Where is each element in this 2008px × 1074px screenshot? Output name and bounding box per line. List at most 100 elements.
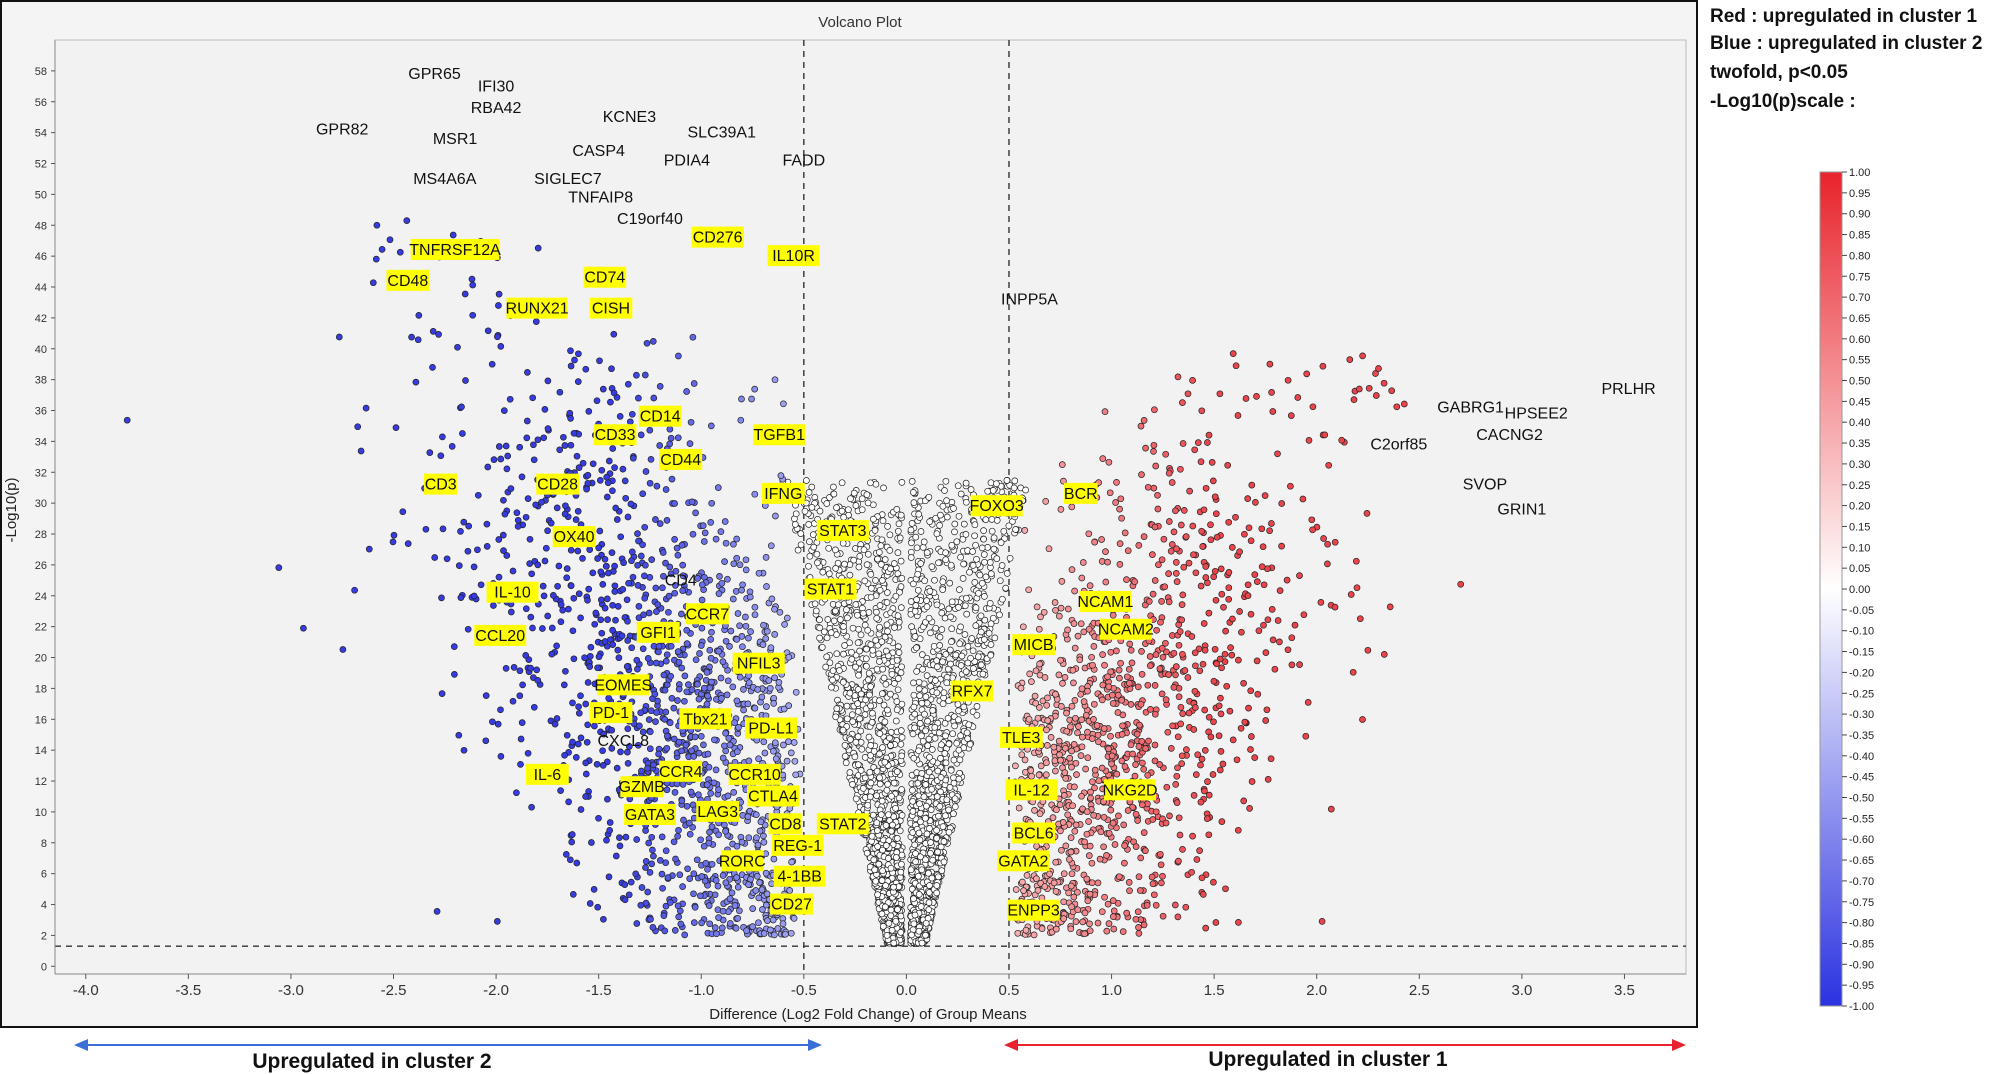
data-point — [589, 569, 597, 577]
data-point — [824, 616, 832, 623]
data-point — [1019, 878, 1026, 886]
data-point — [961, 602, 969, 610]
data-point — [940, 838, 948, 845]
data-point — [672, 855, 679, 863]
data-point — [714, 484, 722, 491]
data-point — [575, 590, 583, 598]
data-point — [792, 688, 800, 696]
data-point — [737, 416, 745, 424]
data-point — [652, 516, 659, 523]
data-point — [712, 766, 720, 774]
data-point — [608, 365, 615, 373]
data-point — [946, 646, 954, 654]
data-point — [570, 429, 578, 437]
data-point — [932, 677, 939, 684]
data-point — [671, 500, 678, 507]
data-point — [829, 676, 836, 684]
data-point — [1245, 704, 1252, 712]
data-point — [868, 584, 875, 592]
data-point — [1191, 687, 1199, 695]
data-point — [964, 659, 972, 667]
data-point — [840, 513, 848, 521]
data-point — [549, 592, 557, 599]
data-point — [1041, 674, 1049, 681]
data-point — [1113, 647, 1120, 655]
data-point — [722, 539, 730, 547]
data-point — [548, 624, 556, 632]
data-point — [1247, 537, 1255, 545]
data-point — [1056, 751, 1063, 759]
data-point — [926, 825, 933, 832]
data-point — [663, 732, 671, 740]
data-point — [597, 568, 605, 576]
data-point — [584, 471, 592, 479]
data-point — [836, 616, 844, 623]
data-point — [674, 434, 682, 442]
data-point — [933, 834, 941, 842]
data-point — [897, 912, 905, 920]
data-point — [1173, 578, 1181, 585]
data-point — [448, 443, 456, 450]
data-point — [755, 919, 762, 927]
data-point — [854, 686, 862, 693]
data-point — [357, 447, 365, 455]
data-point — [1192, 569, 1200, 577]
data-point — [842, 759, 850, 767]
data-point — [517, 735, 525, 743]
data-point — [1223, 682, 1231, 690]
data-point — [459, 430, 466, 437]
data-point — [828, 683, 835, 691]
data-point — [985, 629, 993, 637]
data-point — [755, 894, 763, 902]
data-point — [1140, 417, 1148, 424]
data-point — [1116, 674, 1123, 682]
data-point — [719, 907, 727, 915]
data-point — [955, 746, 963, 754]
data-point — [879, 846, 886, 854]
data-point — [883, 786, 891, 794]
data-point — [389, 538, 397, 546]
data-point — [962, 479, 970, 487]
data-point — [850, 556, 858, 564]
data-point — [852, 663, 859, 671]
data-point — [1179, 399, 1186, 406]
data-point — [530, 703, 538, 711]
data-point — [955, 716, 962, 724]
data-point — [534, 677, 542, 684]
data-point — [730, 540, 737, 548]
data-point — [981, 558, 988, 566]
data-point — [1245, 524, 1253, 532]
data-point — [935, 729, 943, 737]
data-point — [674, 551, 682, 559]
data-point — [651, 690, 659, 698]
data-point — [818, 643, 826, 651]
data-point — [695, 791, 702, 799]
data-point — [1088, 653, 1095, 661]
data-point — [1225, 584, 1233, 592]
data-point — [661, 716, 669, 723]
data-point — [369, 279, 377, 287]
data-point — [588, 839, 595, 846]
data-point — [572, 516, 580, 523]
data-point — [876, 750, 883, 758]
data-point — [675, 738, 683, 746]
data-point — [864, 676, 872, 684]
data-point — [1291, 621, 1299, 629]
data-point — [1287, 412, 1295, 419]
data-point — [961, 631, 969, 638]
data-point — [1200, 620, 1208, 627]
data-point — [674, 697, 681, 704]
data-point — [1094, 919, 1102, 927]
data-point — [892, 917, 900, 925]
data-point — [637, 431, 645, 439]
data-point — [823, 634, 831, 642]
data-point — [917, 818, 924, 826]
data-point — [1190, 792, 1198, 799]
data-point — [460, 518, 468, 526]
data-point — [711, 924, 719, 931]
data-point — [500, 496, 507, 504]
data-point — [539, 582, 547, 590]
data-point — [722, 879, 730, 887]
data-point — [638, 884, 646, 891]
data-point — [969, 548, 976, 555]
